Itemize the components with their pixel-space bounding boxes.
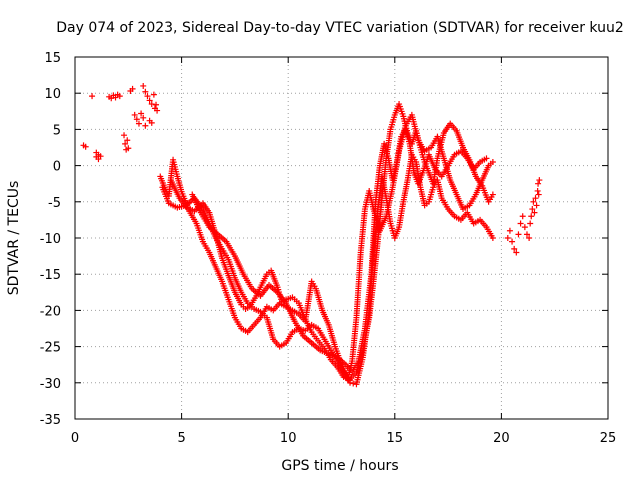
data-point (509, 238, 516, 245)
y-tick-label: -15 (40, 268, 61, 283)
y-tick-label: -35 (40, 413, 61, 428)
x-tick-label: 10 (280, 431, 297, 446)
chart-title: Day 074 of 2023, Sidereal Day-to-day VTE… (56, 20, 624, 36)
data-point (142, 122, 149, 129)
data-point (116, 93, 123, 100)
data-point (121, 132, 128, 139)
y-tick-label: -25 (40, 341, 61, 356)
data-point (122, 140, 129, 147)
data-point (97, 153, 104, 160)
data-point (489, 191, 496, 198)
data-point (511, 245, 518, 252)
data-point (124, 137, 131, 144)
data-point (135, 120, 142, 127)
data-point (533, 202, 540, 209)
data-point (531, 209, 538, 216)
data-point (138, 110, 145, 117)
data-point (489, 158, 496, 165)
x-axis-label: GPS time / hours (281, 458, 398, 474)
data-point (148, 101, 155, 108)
gridlines (75, 57, 608, 419)
data-point (528, 213, 535, 220)
axis-ticks: 0 5 10 15 20 25 15 10 5 0 -5 -10 -15 -20 -25 -30 -35 (40, 51, 617, 446)
y-tick-label: 15 (44, 51, 61, 66)
data-point (532, 195, 539, 202)
data-point (519, 213, 526, 220)
data-point (515, 231, 522, 238)
data-point (529, 206, 536, 213)
data-point (504, 235, 511, 241)
data-point (517, 220, 524, 227)
y-tick-label: -20 (40, 304, 61, 319)
data-point (133, 116, 140, 123)
data-point (142, 88, 149, 95)
data-point (82, 143, 89, 150)
data-point (154, 107, 161, 114)
data-point (527, 220, 534, 227)
data-point (535, 180, 542, 187)
data-point (131, 111, 138, 118)
y-tick-label: -30 (40, 377, 61, 392)
data-point (140, 114, 147, 121)
data-point (526, 235, 533, 241)
data-point (513, 249, 520, 256)
y-tick-label: 0 (53, 160, 61, 175)
data-point (530, 198, 537, 205)
data-point (153, 101, 160, 108)
data-point (148, 119, 155, 126)
data-point (534, 187, 541, 194)
data-point (523, 231, 530, 238)
data-point (489, 235, 496, 241)
data-point (129, 85, 136, 92)
data-point (140, 82, 147, 89)
x-tick-label: 5 (177, 431, 185, 446)
data-point (146, 97, 153, 104)
y-tick-label: -10 (40, 232, 61, 247)
x-tick-label: 0 (71, 431, 79, 446)
x-tick-label: 15 (387, 431, 404, 446)
data-point (347, 379, 354, 386)
data-point (536, 177, 543, 184)
data-point-interp (350, 380, 357, 387)
data-point (89, 93, 96, 100)
data-point (150, 91, 157, 98)
data-point (521, 224, 528, 231)
y-axis-label: SDTVAR / TECUs (6, 181, 22, 296)
y-tick-label: 10 (44, 87, 61, 102)
data-point (483, 155, 490, 162)
y-tick-label: 5 (53, 123, 61, 138)
data-point (506, 227, 513, 234)
data-point (535, 191, 542, 198)
data-point (125, 145, 132, 152)
x-tick-label: 20 (493, 431, 510, 446)
y-tick-label: -5 (48, 196, 61, 211)
data-point (144, 93, 151, 100)
x-tick-label: 25 (600, 431, 617, 446)
data-points (80, 82, 543, 388)
